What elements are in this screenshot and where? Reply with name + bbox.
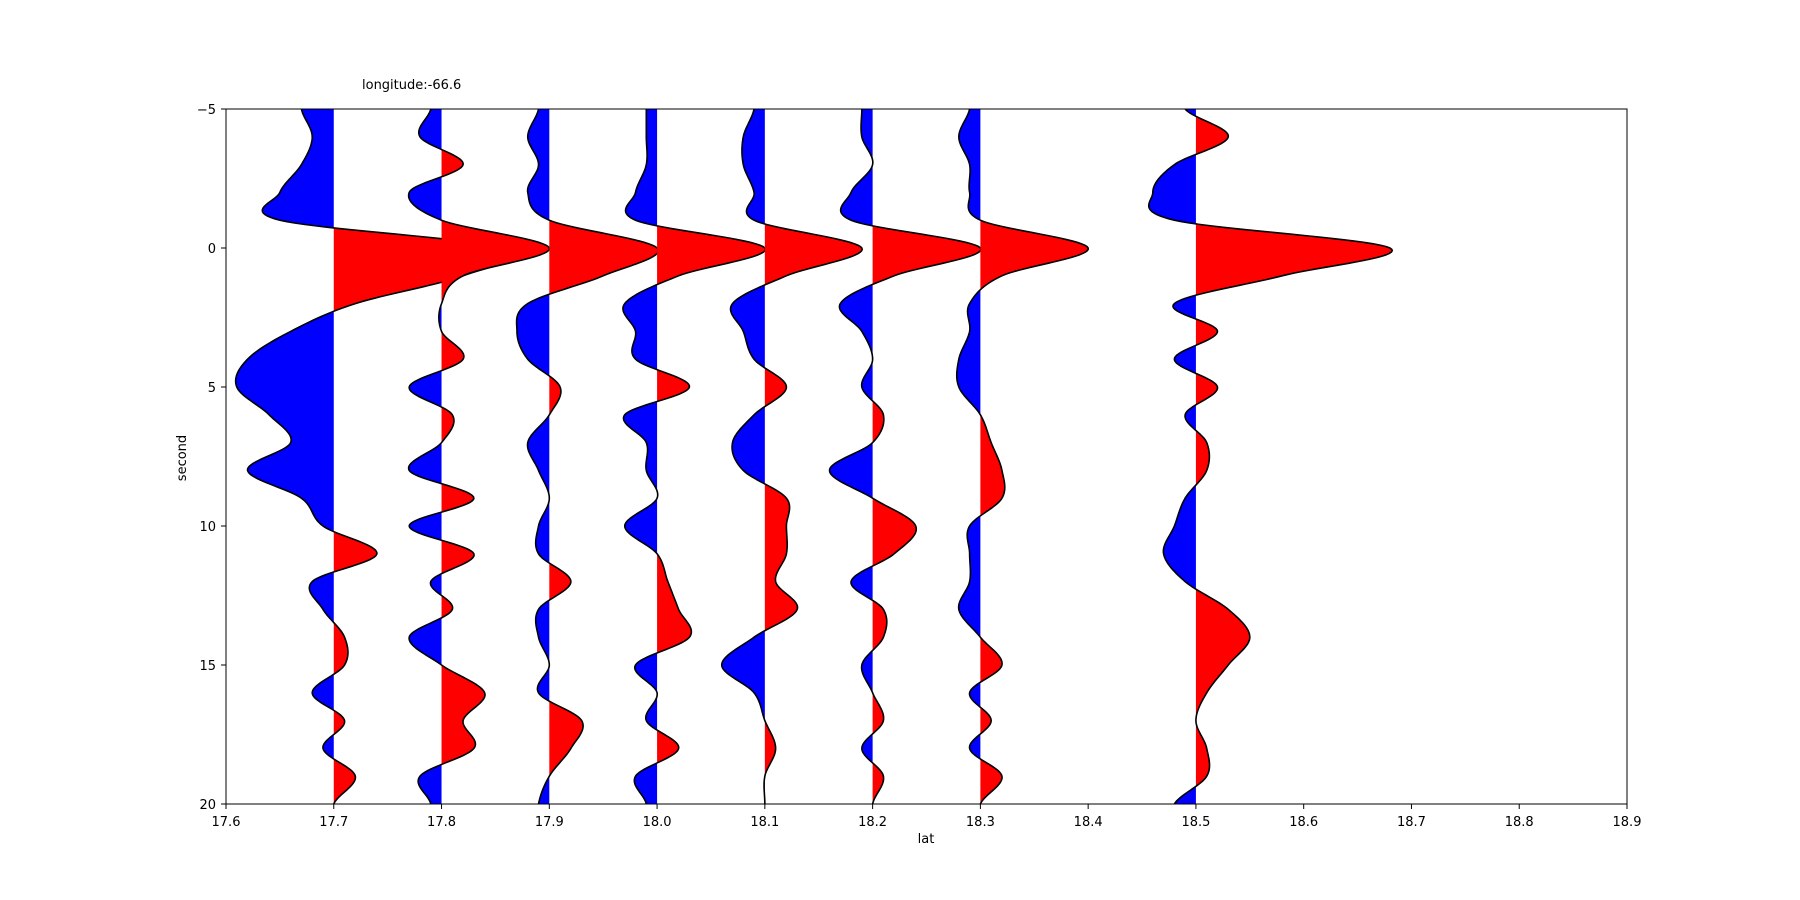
waveform-line-18.3 bbox=[955, 109, 1089, 804]
y-tick-label: −5 bbox=[197, 103, 216, 118]
x-tick-label: 18.2 bbox=[858, 815, 887, 830]
y-tick-label: 15 bbox=[199, 659, 216, 674]
y-tick-label: 5 bbox=[208, 381, 216, 396]
positive-fill-18.2 bbox=[872, 109, 981, 804]
negative-fill-18.2 bbox=[829, 109, 873, 804]
x-axis-label: lat bbox=[918, 832, 935, 847]
trace-17.7 bbox=[234, 109, 517, 804]
positive-fill-18.1 bbox=[764, 109, 863, 804]
positive-fill-18.5 bbox=[1195, 109, 1393, 804]
x-tick-label: 18.0 bbox=[643, 815, 672, 830]
positive-fill-18.3 bbox=[980, 109, 1089, 804]
y-tick-label: 10 bbox=[199, 520, 216, 535]
y-axis-label: second bbox=[175, 435, 190, 481]
plot-frame bbox=[225, 108, 1628, 805]
waveform-line-17.8 bbox=[407, 109, 551, 804]
x-tick-label: 18.9 bbox=[1613, 815, 1642, 830]
traces-layer bbox=[234, 109, 1394, 804]
x-tick-label: 18.1 bbox=[750, 815, 779, 830]
positive-fill-17.7 bbox=[333, 109, 516, 804]
x-tick-label: 18.4 bbox=[1074, 815, 1103, 830]
waveform-line-18.2 bbox=[828, 109, 982, 804]
chart-title: longitude:-66.6 bbox=[362, 78, 461, 93]
negative-fill-17.7 bbox=[235, 109, 334, 804]
trace-17.9 bbox=[515, 109, 660, 804]
trace-18.3 bbox=[955, 109, 1089, 804]
negative-fill-18.1 bbox=[721, 109, 765, 804]
trace-18 bbox=[622, 109, 767, 804]
x-tick-label: 18.5 bbox=[1181, 815, 1210, 830]
waveform-line-18.1 bbox=[720, 109, 864, 804]
waveform-line-18 bbox=[622, 109, 767, 804]
negative-fill-18 bbox=[622, 109, 658, 804]
x-tick-label: 18.8 bbox=[1505, 815, 1534, 830]
positive-fill-17.8 bbox=[441, 109, 550, 804]
x-tick-label: 18.3 bbox=[966, 815, 995, 830]
waveform-line-17.9 bbox=[515, 109, 660, 804]
waveform-line-17.7 bbox=[234, 109, 517, 804]
y-axis: −5 0 5 10 15 20 bbox=[197, 103, 226, 813]
positive-fill-18 bbox=[657, 109, 766, 804]
trace-17.8 bbox=[407, 109, 551, 804]
x-tick-label: 18.6 bbox=[1289, 815, 1318, 830]
trace-18.5 bbox=[1147, 109, 1394, 804]
negative-fill-17.9 bbox=[516, 109, 550, 804]
negative-fill-18.3 bbox=[956, 109, 981, 804]
x-tick-label: 17.9 bbox=[535, 815, 564, 830]
trace-18.2 bbox=[828, 109, 982, 804]
positive-fill-17.9 bbox=[549, 109, 659, 804]
x-tick-label: 17.8 bbox=[427, 815, 456, 830]
y-tick-label: 20 bbox=[199, 798, 216, 813]
negative-fill-18.5 bbox=[1148, 109, 1196, 804]
y-tick-label: 0 bbox=[208, 242, 216, 257]
x-tick-label: 18.7 bbox=[1397, 815, 1426, 830]
x-tick-label: 17.7 bbox=[319, 815, 348, 830]
trace-18.1 bbox=[720, 109, 864, 804]
waveform-line-18.5 bbox=[1147, 109, 1394, 804]
x-axis: 17.6 17.7 17.8 17.9 18.0 18.1 18.2 18.3 18.4 18.5… bbox=[212, 804, 1642, 830]
x-tick-label: 17.6 bbox=[212, 815, 241, 830]
